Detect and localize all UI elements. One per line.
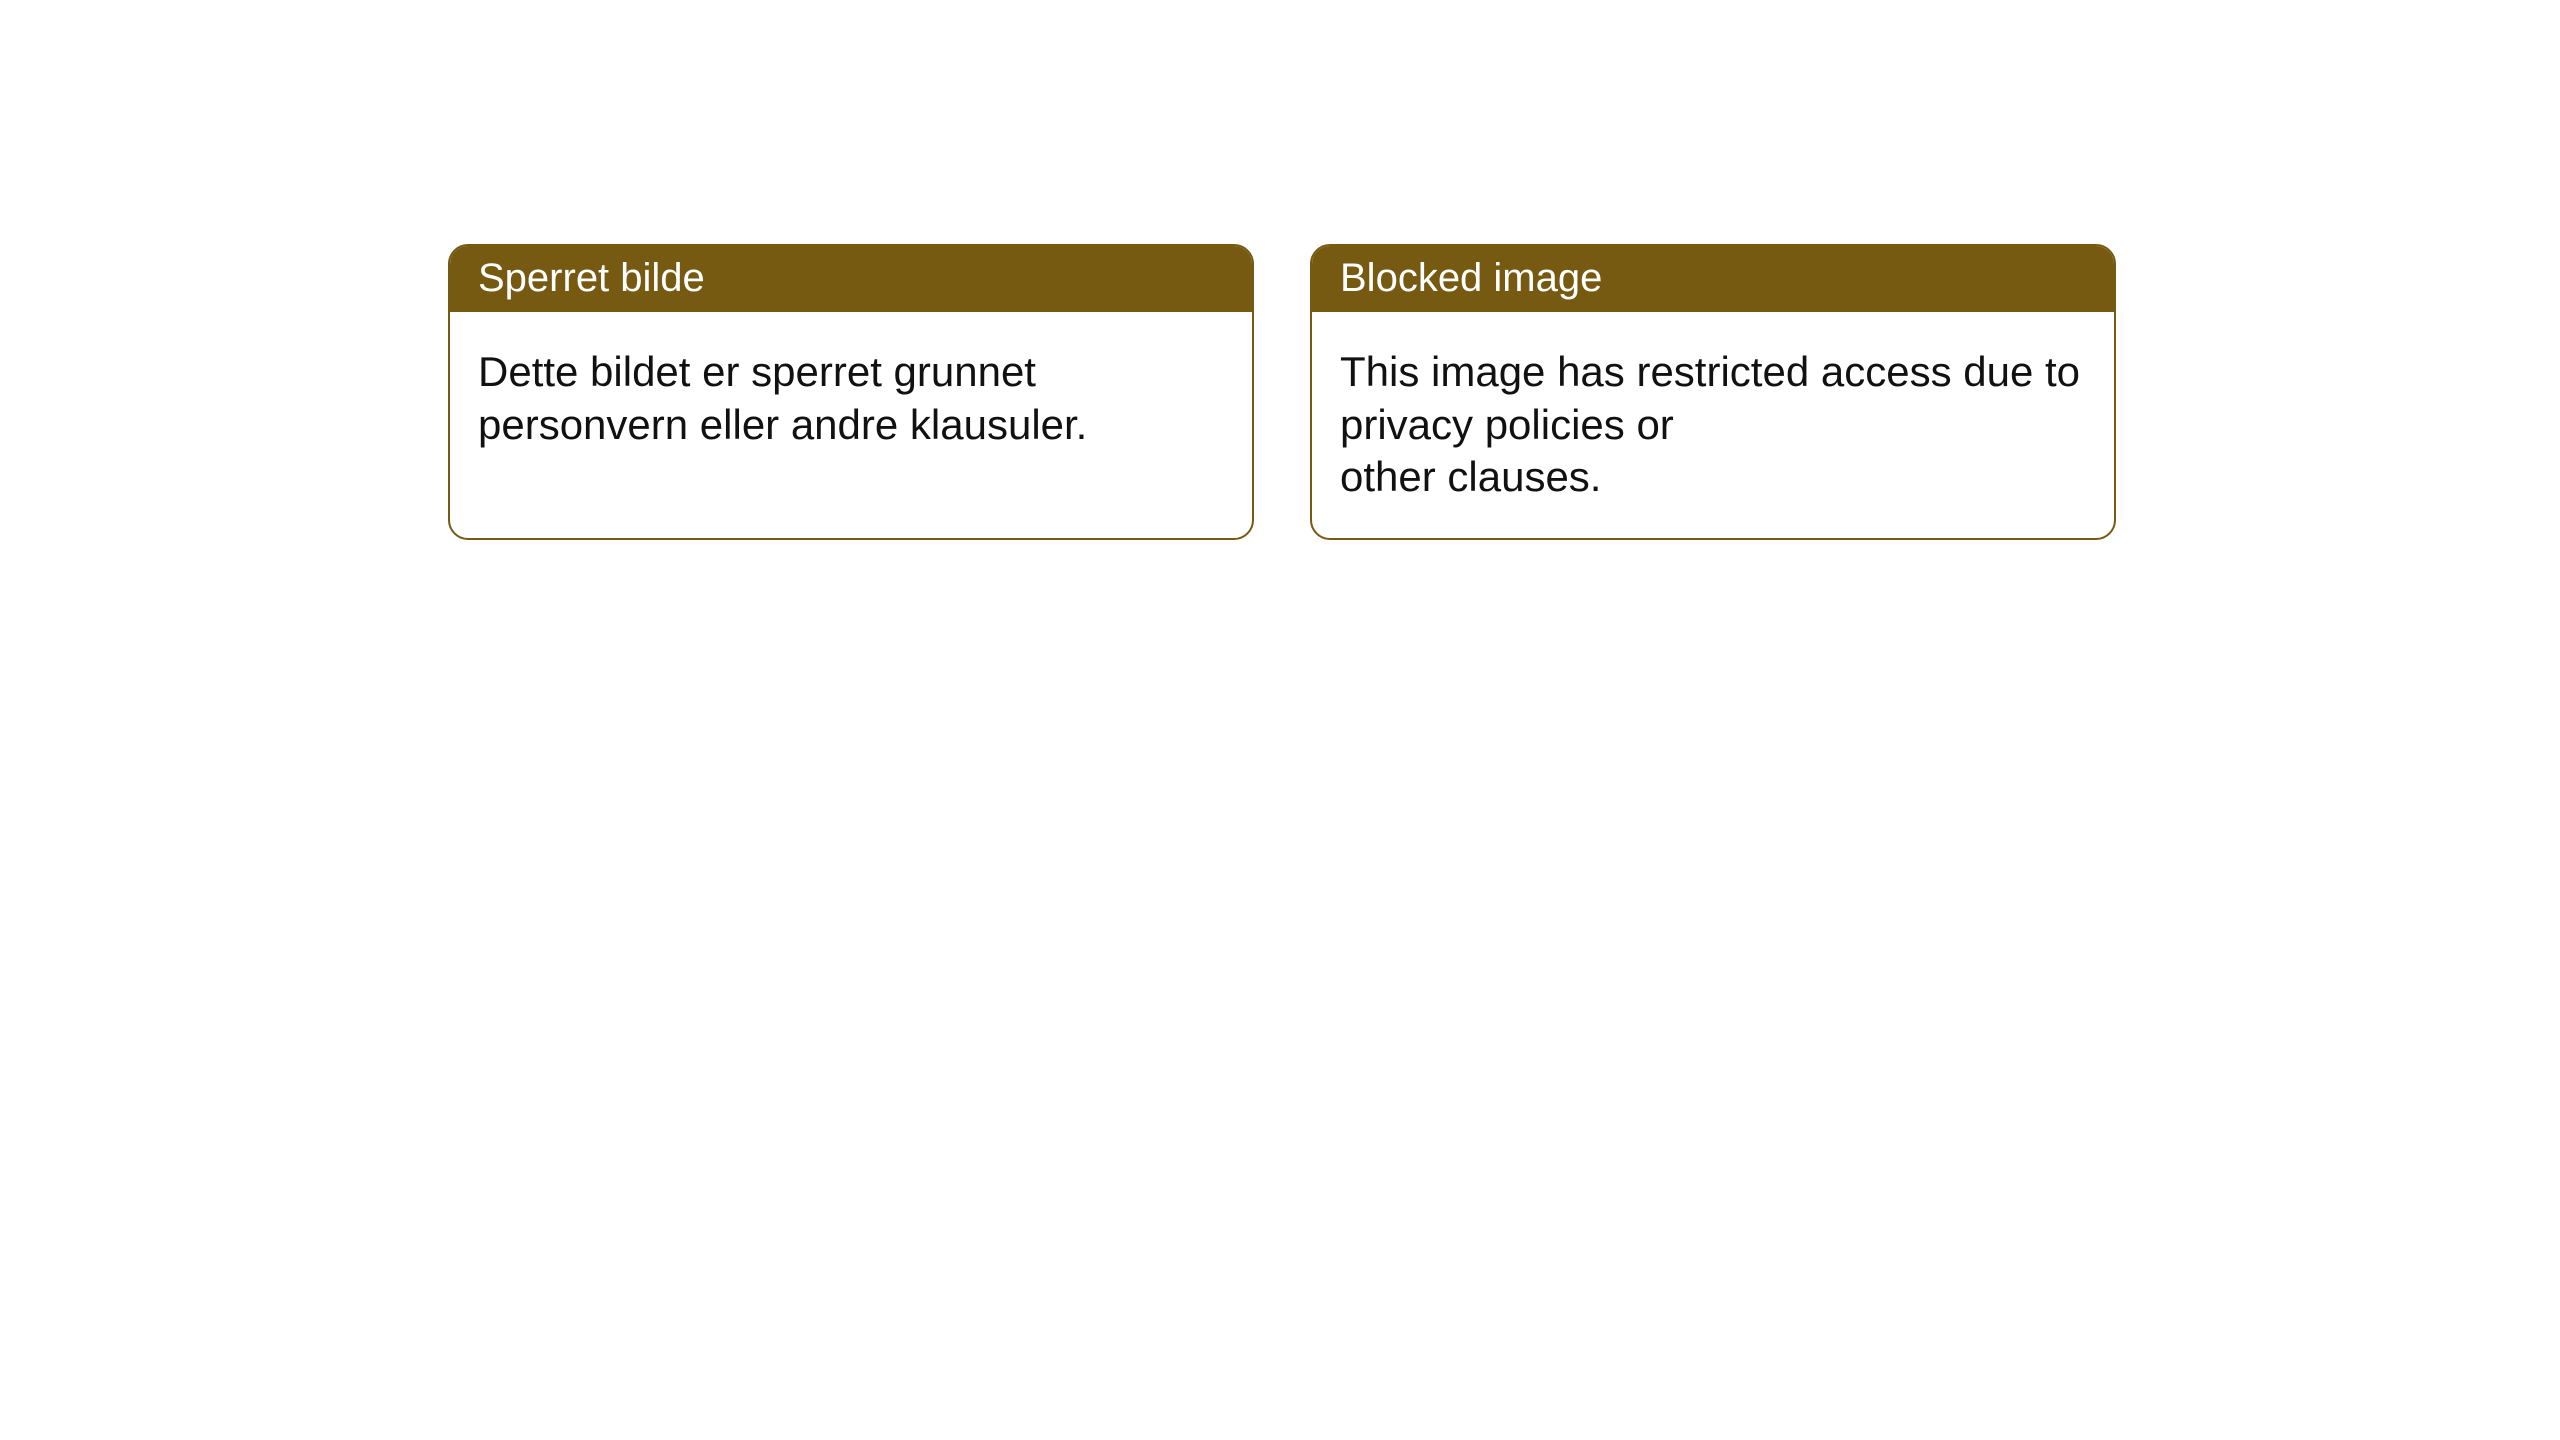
notice-card-header: Blocked image xyxy=(1312,246,2114,312)
notice-card-english: Blocked image This image has restricted … xyxy=(1310,244,2116,540)
notice-row: Sperret bilde Dette bildet er sperret gr… xyxy=(0,0,2560,540)
notice-card-body: Dette bildet er sperret grunnet personve… xyxy=(450,312,1252,512)
notice-card-header: Sperret bilde xyxy=(450,246,1252,312)
notice-card-body: This image has restricted access due to … xyxy=(1312,312,2114,538)
notice-card-norwegian: Sperret bilde Dette bildet er sperret gr… xyxy=(448,244,1254,540)
